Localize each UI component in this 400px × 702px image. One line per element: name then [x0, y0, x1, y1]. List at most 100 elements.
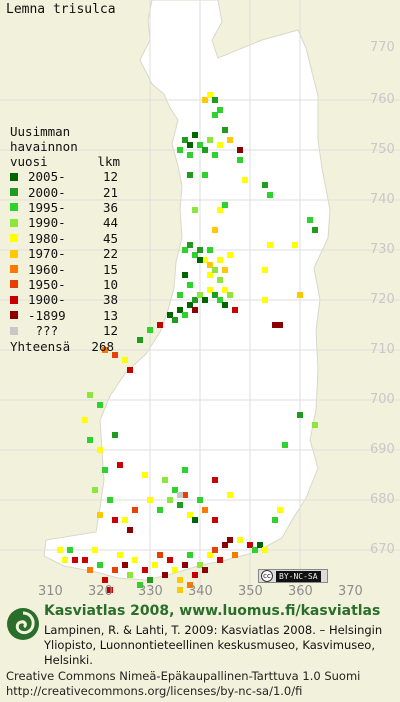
legend-swatch [10, 265, 18, 274]
observation-point [272, 517, 278, 523]
atlas-website-link[interactable]: Kasviatlas 2008, www.luomus.fi/kasviatla… [44, 603, 381, 619]
observation-point [187, 242, 193, 248]
legend-swatch [10, 249, 18, 258]
observation-point [267, 192, 273, 198]
observation-point [227, 492, 233, 498]
observation-point [122, 357, 128, 363]
observation-point [182, 492, 188, 498]
observation-point [217, 107, 223, 113]
observation-point [232, 552, 238, 558]
kasviatlas-logo-icon [7, 608, 39, 640]
observation-point [207, 272, 213, 278]
observation-point [312, 422, 318, 428]
legend-label: 1960- [28, 261, 66, 277]
observation-point [202, 147, 208, 153]
observation-point [122, 517, 128, 523]
legend-total-label: Yhteensä [10, 339, 71, 355]
observation-point [197, 497, 203, 503]
legend-swatch [10, 311, 18, 320]
legend-swatch [10, 234, 18, 243]
observation-point [102, 347, 108, 353]
observation-point [222, 542, 228, 548]
legend-count: 12 [102, 169, 118, 185]
legend-row: 2000- 21 [10, 184, 120, 200]
legend-row: 1950- 10 [10, 277, 120, 292]
observation-point [187, 282, 193, 288]
y-tick-label: 750 [370, 142, 395, 157]
observation-point [182, 312, 188, 318]
observation-point [307, 217, 313, 223]
observation-point [217, 297, 223, 303]
y-tick-label: 760 [370, 92, 395, 107]
legend-label: 1990- [28, 215, 66, 231]
license-url[interactable]: http://creativecommons.org/licenses/by-n… [6, 684, 303, 698]
legend-count-header: lkm [97, 154, 120, 169]
observation-point [212, 292, 218, 298]
observation-point [187, 512, 193, 518]
observation-point [297, 412, 303, 418]
observation-point [132, 507, 138, 513]
observation-point [197, 257, 203, 263]
legend-row: 1980- 45 [10, 231, 120, 246]
legend-count: 22 [102, 246, 118, 262]
observation-point [212, 477, 218, 483]
y-tick-label: 740 [370, 192, 395, 207]
distribution-map: Lemna trisulca 770 760 750 740 730 720 7… [0, 0, 400, 600]
legend-count: 15 [102, 261, 118, 277]
observation-point [177, 492, 183, 498]
x-tick-label: 350 [238, 584, 263, 599]
observation-point [212, 267, 218, 273]
observation-point [212, 97, 218, 103]
observation-point [112, 517, 118, 523]
observation-point [192, 252, 198, 258]
observation-point [127, 572, 133, 578]
observation-point [122, 562, 128, 568]
observation-point [107, 497, 113, 503]
observation-point [217, 277, 223, 283]
x-tick-label: 360 [288, 584, 313, 599]
legend-title-line: vuosi [10, 154, 48, 169]
legend-total-count: 268 [91, 339, 114, 355]
legend-swatch [10, 295, 18, 304]
observation-point [197, 247, 203, 253]
observation-point [262, 297, 268, 303]
observation-point [82, 557, 88, 563]
observation-point [297, 292, 303, 298]
observation-point [212, 547, 218, 553]
observation-point [202, 257, 208, 263]
observation-point [212, 112, 218, 118]
observation-point [202, 567, 208, 573]
observation-point [177, 577, 183, 583]
observation-point [87, 392, 93, 398]
y-tick-label: 710 [370, 342, 395, 357]
observation-point [72, 557, 78, 563]
observation-point [142, 567, 148, 573]
observation-point [227, 137, 233, 143]
legend-swatch [10, 280, 18, 289]
observation-point [207, 92, 213, 98]
observation-point [227, 252, 233, 258]
observation-point [192, 572, 198, 578]
legend-swatch [10, 188, 18, 197]
observation-point [202, 97, 208, 103]
legend-count: 38 [102, 292, 118, 308]
observation-point [222, 267, 228, 273]
observation-point [187, 582, 193, 588]
observation-point [202, 507, 208, 513]
license-badge[interactable]: cc BY-NC-SA [258, 569, 328, 583]
legend-title-line: Uusimman [10, 124, 71, 139]
observation-point [187, 142, 193, 148]
observation-point [262, 547, 268, 553]
observation-point [102, 577, 108, 583]
observation-point [212, 517, 218, 523]
observation-points [57, 92, 318, 593]
observation-point [117, 462, 123, 468]
observation-point [132, 557, 138, 563]
x-tick-label: 320 [88, 584, 113, 599]
observation-point [112, 352, 118, 358]
observation-point [202, 172, 208, 178]
observation-point [92, 487, 98, 493]
observation-point [172, 317, 178, 323]
legend-swatch [10, 203, 18, 212]
observation-point [237, 537, 243, 543]
